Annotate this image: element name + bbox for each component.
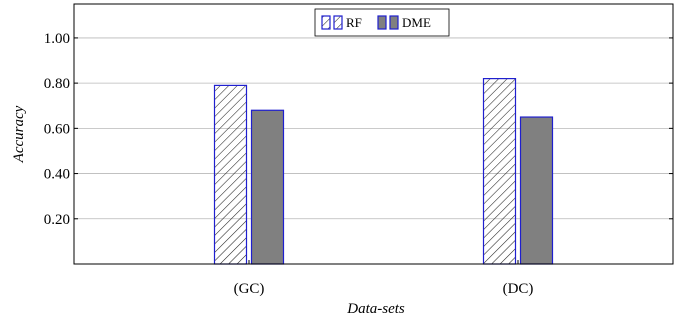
- y-tick-label: 0.80: [44, 76, 70, 92]
- legend-rf-swatch: [321, 15, 331, 30]
- legend-dme-swatch: [377, 15, 387, 30]
- bar-rf-1: [482, 78, 517, 265]
- x-tick-label: (DC): [503, 281, 534, 297]
- legend-dme-label: DME: [402, 15, 431, 30]
- y-tick-label: 0.20: [44, 212, 70, 228]
- x-axis-label: Data-sets: [346, 301, 405, 317]
- x-tick-label: (GC): [234, 281, 265, 297]
- y-axis-label: Accuracy: [11, 105, 27, 163]
- bar-rf-0: [213, 84, 248, 265]
- bars: [213, 78, 554, 265]
- y-tick-label: 1.00: [44, 31, 70, 47]
- legend-rf-label: RF: [346, 15, 362, 30]
- axis-ticks: 0.20 0.40 0.60 0.80 1.00 (GC) (DC): [44, 31, 673, 297]
- y-tick-label: 0.60: [44, 121, 70, 137]
- legend-dme-swatch: [389, 15, 399, 30]
- plot-frame: [73, 3, 674, 265]
- grid-lines: [74, 37, 673, 220]
- legend-rf-swatch: [333, 15, 343, 30]
- bar-dme-1: [519, 116, 554, 265]
- legend: RF DME: [314, 8, 450, 37]
- y-tick-label: 0.40: [44, 167, 70, 183]
- bar-dme-0: [250, 109, 285, 265]
